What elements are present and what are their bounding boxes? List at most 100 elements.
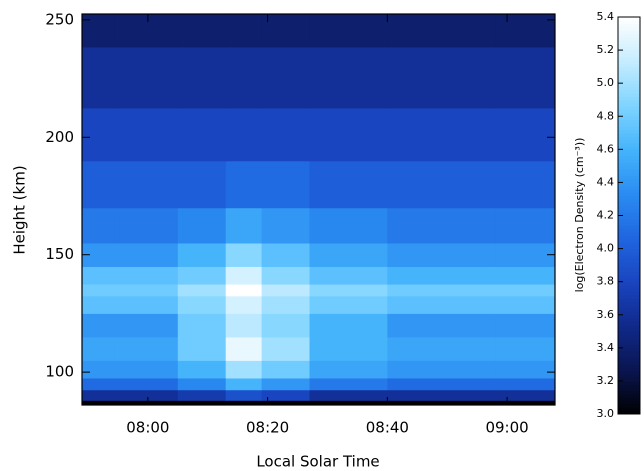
colorbar: 3.0 3.2 3.4 3.6 3.8 4.0 4.2 4.4 4.6 4.8 5.0 5.2 5.4 bbox=[597, 10, 641, 420]
contour-cell bbox=[114, 160, 179, 209]
contour-cell bbox=[177, 284, 227, 297]
colorbar-swatch bbox=[618, 410, 640, 415]
colorbar-swatch bbox=[618, 56, 640, 61]
contour-cell bbox=[495, 336, 556, 361]
colorbar-swatch bbox=[618, 314, 640, 319]
contour-cell bbox=[387, 377, 496, 391]
colorbar-label: log(Electron Density (cm⁻³)) bbox=[573, 138, 586, 293]
colorbar-swatch bbox=[618, 50, 640, 54]
x-tick-label: 08:40 bbox=[366, 419, 409, 437]
colorbar-swatch bbox=[618, 361, 640, 365]
colorbar-swatch bbox=[618, 23, 640, 28]
contour-cell bbox=[261, 336, 311, 361]
contour-cell bbox=[225, 313, 263, 338]
contour-cell bbox=[225, 400, 263, 406]
colorbar-tick-label: 3.6 bbox=[597, 308, 615, 321]
contour-cell bbox=[177, 242, 227, 267]
colorbar-swatch bbox=[618, 155, 640, 160]
contour-cell bbox=[261, 14, 311, 48]
colorbar-swatch bbox=[618, 46, 640, 51]
contour-cell bbox=[114, 400, 179, 406]
colorbar-swatch bbox=[618, 26, 640, 31]
contour-cell bbox=[261, 400, 311, 406]
colorbar-swatch bbox=[618, 225, 640, 230]
colorbar-swatch bbox=[618, 103, 640, 107]
colorbar-swatch bbox=[618, 175, 640, 180]
contour-cell bbox=[387, 14, 496, 48]
colorbar-swatch bbox=[618, 241, 640, 246]
contour-cell bbox=[387, 207, 496, 244]
y-tick-label: 100 bbox=[45, 363, 74, 381]
contour-cell bbox=[177, 160, 227, 209]
contour-cell bbox=[309, 14, 388, 48]
colorbar-swatch bbox=[618, 152, 640, 157]
contour-cell bbox=[225, 295, 263, 314]
colorbar-swatch bbox=[618, 337, 640, 342]
contour-cell bbox=[495, 242, 556, 267]
contour-cell bbox=[114, 207, 179, 244]
contour-cell bbox=[82, 266, 116, 285]
colorbar-swatch bbox=[618, 321, 640, 326]
colorbar-swatch bbox=[618, 397, 640, 402]
contour-cell bbox=[82, 46, 116, 109]
colorbar-swatch bbox=[618, 357, 640, 362]
contour-cell bbox=[309, 389, 388, 401]
contour-cell bbox=[114, 377, 179, 391]
contour-cell bbox=[177, 295, 227, 314]
x-tick-label: 08:00 bbox=[126, 419, 169, 437]
contour-cell bbox=[114, 284, 179, 297]
contour-cell bbox=[261, 207, 311, 244]
contour-cell bbox=[177, 207, 227, 244]
colorbar-swatch bbox=[618, 182, 640, 187]
colorbar-swatch bbox=[618, 278, 640, 283]
colorbar-tick-label: 5.2 bbox=[597, 43, 615, 56]
colorbar-swatch bbox=[618, 400, 640, 405]
contour-cell bbox=[387, 336, 496, 361]
contour-cell bbox=[225, 389, 263, 401]
contour-cell bbox=[177, 336, 227, 361]
colorbar-swatch bbox=[618, 73, 640, 78]
contour-cell bbox=[309, 160, 388, 209]
colorbar-swatch bbox=[618, 324, 640, 329]
colorbar-swatch bbox=[618, 235, 640, 240]
colorbar-swatch bbox=[618, 159, 640, 164]
colorbar-tick-label: 4.0 bbox=[597, 242, 615, 255]
contour-cell bbox=[495, 266, 556, 285]
x-axis-label: Local Solar Time bbox=[256, 453, 379, 471]
colorbar-swatch bbox=[618, 126, 640, 130]
contour-cell bbox=[225, 242, 263, 267]
colorbar-swatch bbox=[618, 185, 640, 190]
colorbar-swatch bbox=[618, 268, 640, 273]
contour-cell bbox=[309, 295, 388, 314]
colorbar-swatch bbox=[618, 304, 640, 309]
colorbar-swatch bbox=[618, 261, 640, 266]
contour-cell bbox=[387, 46, 496, 109]
contour-cell bbox=[309, 207, 388, 244]
contour-cell bbox=[495, 284, 556, 297]
colorbar-swatch bbox=[618, 89, 640, 94]
contour-cell bbox=[82, 389, 116, 401]
y-tick-label: 200 bbox=[45, 128, 74, 146]
contour-cell bbox=[387, 242, 496, 267]
colorbar-swatch bbox=[618, 116, 640, 121]
colorbar-swatch bbox=[618, 377, 640, 382]
contour-cell bbox=[309, 107, 388, 162]
contour-cell bbox=[225, 360, 263, 379]
colorbar-tick-label: 3.0 bbox=[597, 407, 615, 420]
colorbar-tick-label: 4.4 bbox=[597, 175, 615, 188]
colorbar-swatch bbox=[618, 136, 640, 140]
colorbar-swatch bbox=[618, 96, 640, 101]
colorbar-swatch bbox=[618, 79, 640, 84]
x-tick-label: 09:00 bbox=[485, 419, 528, 437]
colorbar-swatch bbox=[618, 407, 640, 412]
colorbar-swatch bbox=[618, 255, 640, 260]
contour-cell bbox=[495, 400, 556, 406]
colorbar-swatch bbox=[618, 146, 640, 150]
colorbar-swatch bbox=[618, 93, 640, 97]
contour-cell bbox=[309, 46, 388, 109]
colorbar-swatch bbox=[618, 387, 640, 392]
contour-cell bbox=[177, 400, 227, 406]
contour-cell bbox=[225, 284, 263, 297]
contour-cell bbox=[309, 313, 388, 338]
colorbar-swatch bbox=[618, 275, 640, 279]
